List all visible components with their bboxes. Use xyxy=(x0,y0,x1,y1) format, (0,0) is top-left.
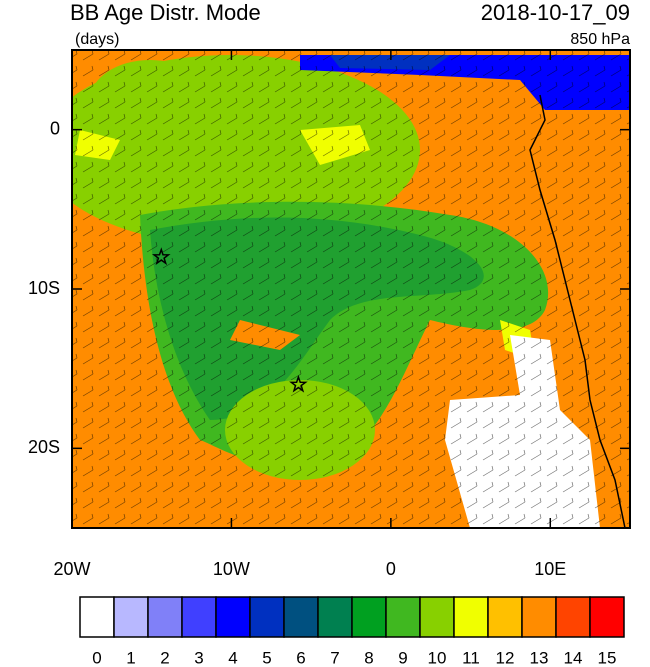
colorbar-box xyxy=(215,596,251,638)
colorbar-box xyxy=(385,596,421,638)
colorbar-label: 3 xyxy=(194,648,203,667)
x-tick-label: 0 xyxy=(386,559,396,579)
colorbar-box xyxy=(283,596,319,638)
y-tick-label: 0 xyxy=(50,118,60,138)
colorbar-label: 5 xyxy=(262,648,271,667)
time: 2018-10-17_09 xyxy=(481,0,630,25)
colorbar-box xyxy=(521,596,557,638)
colorbar-label: 0 xyxy=(92,648,101,667)
colorbar-box xyxy=(79,596,115,638)
x-tick-label: 20W xyxy=(53,559,90,579)
y-tick-label: 20S xyxy=(28,437,60,457)
title: BB Age Distr. Mode xyxy=(70,0,261,25)
colorbar-box xyxy=(487,596,523,638)
units: (days) xyxy=(75,31,119,48)
colorbar-label: 14 xyxy=(564,648,583,667)
colorbar-box xyxy=(317,596,353,638)
field xyxy=(72,50,630,528)
star-marker xyxy=(289,374,308,393)
colorbar-label: 9 xyxy=(398,648,407,667)
colorbar-box xyxy=(589,596,625,638)
colorbar-label: 7 xyxy=(330,648,339,667)
colorbar-label: 11 xyxy=(462,648,480,667)
colorbar-box xyxy=(147,596,183,638)
star-marker xyxy=(151,247,171,266)
colorbar-label: 10 xyxy=(428,648,447,667)
colorbar-label: 12 xyxy=(496,648,515,667)
colorbar-label: 6 xyxy=(296,648,305,667)
colorbar-box xyxy=(249,596,285,638)
colorbar-box xyxy=(351,596,387,638)
level: 850 hPa xyxy=(570,31,630,48)
colorbar-label: 2 xyxy=(160,648,169,667)
colorbar-label: 1 xyxy=(126,648,135,667)
colorbar-box xyxy=(419,596,455,638)
colorbar-label: 13 xyxy=(530,648,549,667)
colorbar-label: 8 xyxy=(364,648,373,667)
colorbar-label: 15 xyxy=(598,648,617,667)
colorbar-box xyxy=(555,596,591,638)
y-tick-label: 10S xyxy=(28,278,60,298)
x-tick-label: 10W xyxy=(213,559,250,579)
colorbar-box xyxy=(181,596,217,638)
colorbar-box xyxy=(113,596,149,638)
colorbar-label: 4 xyxy=(228,648,237,667)
colorbar-box xyxy=(453,596,489,638)
x-tick-label: 10E xyxy=(534,559,566,579)
